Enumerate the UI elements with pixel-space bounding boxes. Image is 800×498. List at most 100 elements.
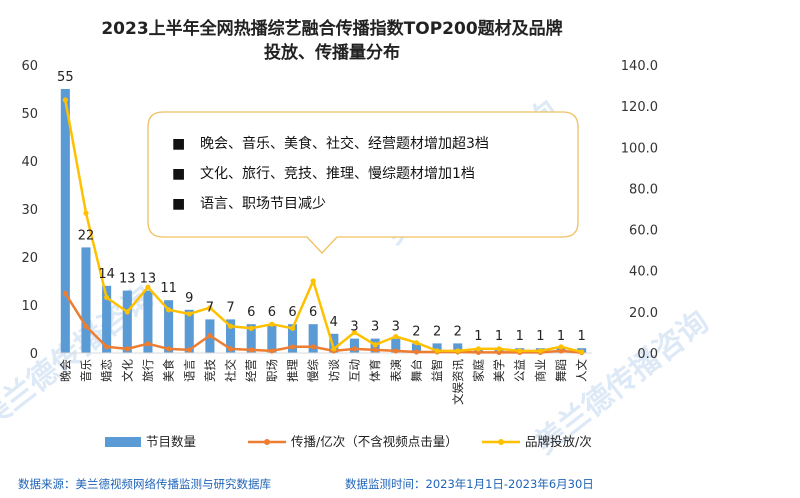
bar (143, 290, 153, 353)
category-label: 益智 (430, 359, 444, 382)
line-point (104, 344, 110, 350)
category-label: 职场 (265, 359, 279, 382)
line-point (393, 348, 399, 354)
line-point (269, 321, 275, 327)
line-point (227, 323, 234, 329)
line-series (62, 97, 585, 356)
category-label: 人文 (575, 359, 589, 382)
bar-value-label: 7 (226, 300, 234, 315)
legend-label-spread: 传播/亿次（不含视频点击量） (291, 434, 458, 449)
bar-value-label: 2 (454, 324, 462, 339)
bar (60, 89, 70, 353)
bar-value-label: 6 (288, 305, 296, 320)
annotation-box (147, 111, 579, 254)
line-point (331, 346, 337, 352)
category-label: 家庭 (471, 359, 485, 382)
legend-marker-spread (264, 439, 270, 445)
category-label: 访谈 (327, 359, 341, 382)
line-point (434, 348, 440, 354)
line-point (579, 349, 585, 355)
category-label: 美学 (492, 359, 506, 382)
bar-value-label: 1 (578, 329, 586, 344)
left-tick-label: 0 (30, 347, 38, 362)
line-point (227, 346, 234, 352)
bar-value-label: 4 (330, 315, 338, 330)
right-tick-label: 40.0 (629, 265, 658, 280)
bar-value-label: 9 (185, 291, 193, 306)
category-label: 语言 (182, 359, 196, 382)
legend-swatch-bars (105, 437, 141, 447)
legend-label-bars: 节目数量 (146, 434, 196, 449)
right-tick-label: 20.0 (629, 306, 658, 321)
category-axis: 晚会 音乐 婚恋 文化 旅行 美食 语言 竞技 社交 经营 职场 推理 慢综 访谈 互动 体育 表演 舞台 益智 文娱… (58, 359, 588, 405)
bar-value-label: 1 (516, 329, 524, 344)
line-point (413, 349, 420, 355)
category-label: 推理 (286, 359, 300, 382)
line-point (558, 348, 564, 354)
category-label: 表演 (389, 359, 403, 382)
line-point (517, 348, 523, 354)
bar-value-label: 13 (119, 272, 136, 287)
line-point (62, 97, 68, 103)
line-point (289, 344, 296, 350)
bar-value-label: 1 (474, 329, 482, 344)
line-point (248, 325, 254, 331)
left-tick-label: 40 (21, 155, 38, 170)
annotation-bullet-1: ■ (172, 136, 185, 152)
line-point (351, 329, 358, 336)
bar-value-label: 2 (433, 324, 441, 339)
line-point (207, 305, 213, 311)
left-tick-label: 20 (21, 251, 38, 266)
left-tick-label: 60 (21, 59, 38, 74)
bar (81, 247, 91, 353)
bar-value-label: 55 (57, 70, 74, 85)
bar (411, 343, 421, 353)
line-point (207, 332, 213, 339)
right-tick-label: 140.0 (621, 59, 658, 74)
line-point (124, 346, 130, 352)
left-tick-label: 30 (21, 203, 38, 218)
bar (287, 324, 298, 353)
bar-value-label: 6 (268, 305, 276, 320)
line-point (372, 347, 378, 353)
bar-value-label: 3 (371, 320, 379, 335)
annotation-item-2: 文化、旅行、竞技、推理、慢综题材增加1档 (200, 165, 475, 182)
annotation-bullet-3: ■ (172, 196, 185, 212)
category-label: 经营 (244, 359, 258, 382)
category-label: 旅行 (141, 359, 155, 382)
bar (391, 338, 401, 353)
annotation-item-3: 语言、职场节目减少 (200, 196, 326, 212)
category-label: 社交 (224, 359, 238, 382)
line-point (310, 278, 316, 284)
category-label: 慢综 (306, 359, 320, 382)
legend-marker-brand (498, 439, 504, 445)
category-label: 体育 (368, 359, 382, 382)
line-point (351, 346, 358, 352)
right-axis: 0.0 20.0 40.0 60.0 80.0 100.0 120.0 140.0 (621, 59, 658, 362)
line-point (186, 311, 192, 317)
bar (102, 285, 112, 353)
line-point (83, 210, 89, 216)
category-label: 舞台 (409, 359, 423, 382)
chart-title-line2: 投放、传播量分布 (264, 42, 400, 63)
category-label: 商业 (533, 359, 547, 382)
bar-value-label: 14 (98, 267, 115, 282)
category-label: 音乐 (79, 359, 93, 382)
bar (329, 333, 339, 353)
left-axis: 0 10 20 30 40 50 60 (21, 59, 38, 362)
bar-value-label: 3 (392, 320, 400, 335)
line-point (83, 323, 89, 329)
line-point (558, 344, 564, 350)
line-point (455, 348, 461, 354)
bar-value-label: 11 (160, 281, 177, 296)
bar-value-label: 7 (206, 300, 214, 315)
category-label: 晚会 (58, 359, 72, 382)
line-point (248, 347, 254, 353)
annotation-bullet-2: ■ (172, 166, 185, 182)
category-label: 竞技 (203, 359, 217, 382)
right-tick-label: 0.0 (637, 347, 658, 362)
bar (267, 324, 277, 353)
line-point (372, 342, 378, 348)
